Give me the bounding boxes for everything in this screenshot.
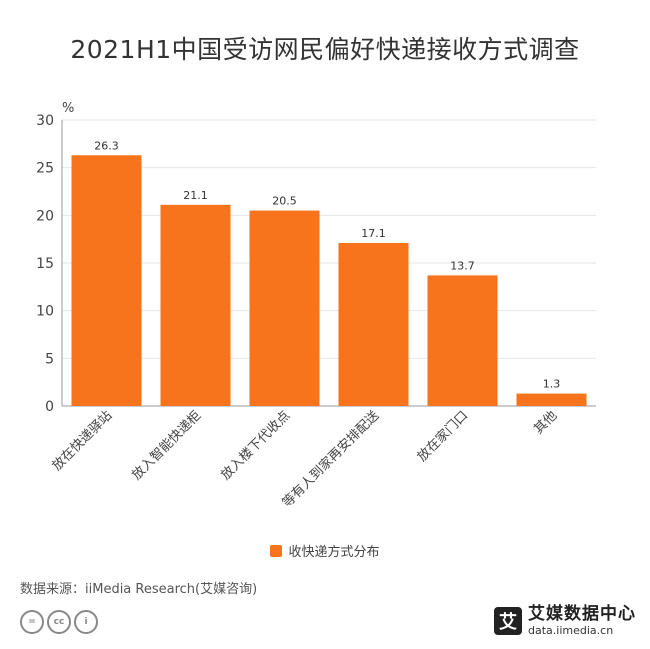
- x-tick-label: 其他: [531, 408, 560, 437]
- chart-title: 2021H1中国受访网民偏好快递接收方式调查: [70, 35, 580, 64]
- bar: [249, 210, 320, 406]
- y-tick-label: 30: [36, 113, 54, 129]
- bar: [516, 393, 587, 406]
- bar: [160, 204, 231, 406]
- bar: [71, 155, 142, 406]
- brand-url: data.iimedia.cn: [528, 624, 614, 637]
- source-note: 数据来源：iiMedia Research(艾媒咨询): [20, 582, 258, 597]
- brand-name: 艾媒数据中心: [528, 604, 636, 624]
- x-tick-label: 等有人到家再安排配送: [279, 408, 382, 511]
- x-tick-label: 放在家门口: [414, 408, 471, 465]
- y-tick-label: 5: [45, 351, 54, 367]
- data-label: 20.5: [272, 195, 297, 208]
- attribution-icon: i: [74, 610, 98, 634]
- legend-label: 收快递方式分布: [288, 545, 380, 560]
- data-label: 26.3: [94, 139, 119, 152]
- y-unit-label: %: [62, 101, 74, 116]
- data-label: 1.3: [543, 378, 561, 391]
- y-tick-label: 20: [36, 208, 54, 224]
- brand-logo: 艾: [494, 607, 522, 635]
- creative-commons-icon: cc: [47, 610, 71, 634]
- legend: 收快递方式分布: [0, 541, 650, 560]
- bar: [338, 242, 409, 406]
- data-label: 21.1: [183, 189, 208, 202]
- license-badges: = cc i: [20, 610, 98, 634]
- x-tick-label: 放入智能快递柜: [129, 408, 204, 483]
- no-derivatives-icon: =: [20, 610, 44, 634]
- y-tick-label: 15: [36, 256, 54, 272]
- y-tick-label: 10: [36, 304, 54, 320]
- y-tick-label: 0: [45, 399, 54, 415]
- y-tick-label: 25: [36, 161, 54, 177]
- data-label: 17.1: [361, 227, 386, 240]
- x-tick-label: 放在快递驿站: [50, 408, 116, 474]
- x-tick-label: 放入楼下代收点: [218, 408, 293, 483]
- brand-watermark: 艾 艾媒数据中心 data.iimedia.cn: [494, 606, 636, 636]
- bar: [427, 275, 498, 406]
- legend-swatch: [270, 544, 283, 557]
- bar-chart: 0 5 10 15 20 25 30% 26.3 放在快递驿站 21.1 放入智能快递柜 20.5 放入…: [36, 101, 596, 511]
- data-label: 13.7: [450, 259, 475, 272]
